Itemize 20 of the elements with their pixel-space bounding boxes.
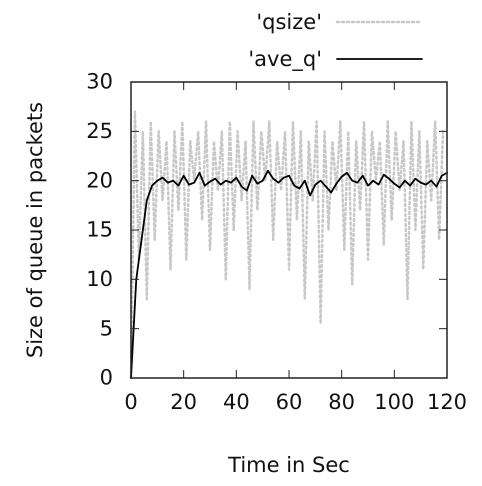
x-tick-label: 100 [374, 390, 414, 414]
x-tick-label: 60 [276, 390, 302, 414]
x-tick-label: 80 [328, 390, 356, 414]
legend-label: 'ave_q' [248, 47, 322, 71]
y-tick-label: 0 [100, 366, 113, 390]
y-tick-label: 10 [86, 267, 113, 292]
y-tick-label: 25 [86, 119, 113, 144]
x-axis-title: Time in Sec [227, 453, 350, 477]
legend-label: 'qsize' [256, 10, 322, 34]
y-tick-label: 15 [86, 218, 113, 242]
y-axis-title: Size of queue in packets [23, 102, 47, 358]
x-tick-label: 0 [124, 390, 138, 414]
line-series [130, 170, 448, 379]
y-tick-label: 20 [86, 168, 113, 192]
x-tick-label: 40 [222, 390, 250, 414]
x-tick-label: 120 [426, 390, 468, 414]
y-tick-label: 5 [100, 316, 113, 340]
x-tick-label: 20 [170, 390, 198, 414]
line-series [130, 110, 444, 380]
y-tick-label: 30 [86, 70, 113, 94]
